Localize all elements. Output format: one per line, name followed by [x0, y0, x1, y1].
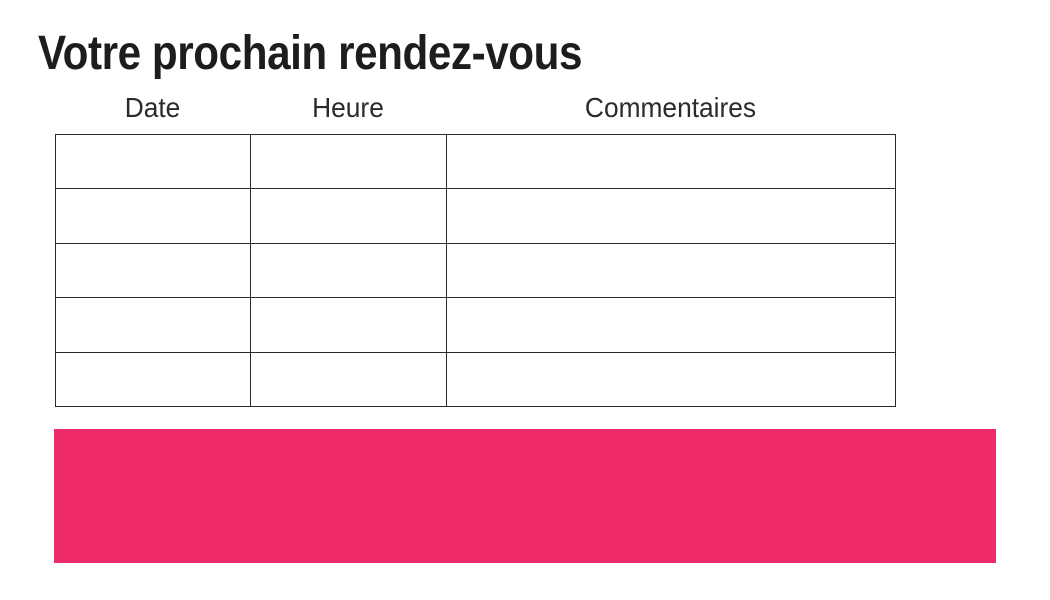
column-header-commentaires: Commentaires	[584, 92, 757, 123]
table-cell-commentaires	[446, 188, 896, 244]
table-cell-date	[55, 188, 251, 244]
table-cell-heure	[250, 297, 447, 353]
table-cell-commentaires	[446, 242, 896, 299]
table-cell-date	[55, 297, 251, 353]
appointments-table	[55, 133, 896, 408]
table-cell-commentaires	[446, 351, 896, 408]
table-cell-commentaires	[446, 133, 896, 190]
table-row	[55, 297, 896, 353]
table-cell-heure	[250, 242, 447, 299]
table-cell-date	[55, 133, 251, 190]
table-row	[55, 188, 896, 244]
table-cell-date	[55, 351, 251, 408]
pink-banner	[54, 429, 996, 563]
table-row	[55, 351, 896, 408]
table-cell-date	[55, 242, 251, 299]
table-row	[55, 242, 896, 299]
table-row	[55, 133, 896, 190]
table-cell-commentaires	[446, 297, 896, 353]
table-cell-heure	[250, 133, 447, 190]
page-title: Votre prochain rendez-vous	[38, 27, 583, 80]
table-cell-heure	[250, 351, 447, 408]
table-cell-heure	[250, 188, 447, 244]
column-header-heure: Heure	[312, 92, 384, 123]
column-header-date: Date	[124, 92, 181, 123]
